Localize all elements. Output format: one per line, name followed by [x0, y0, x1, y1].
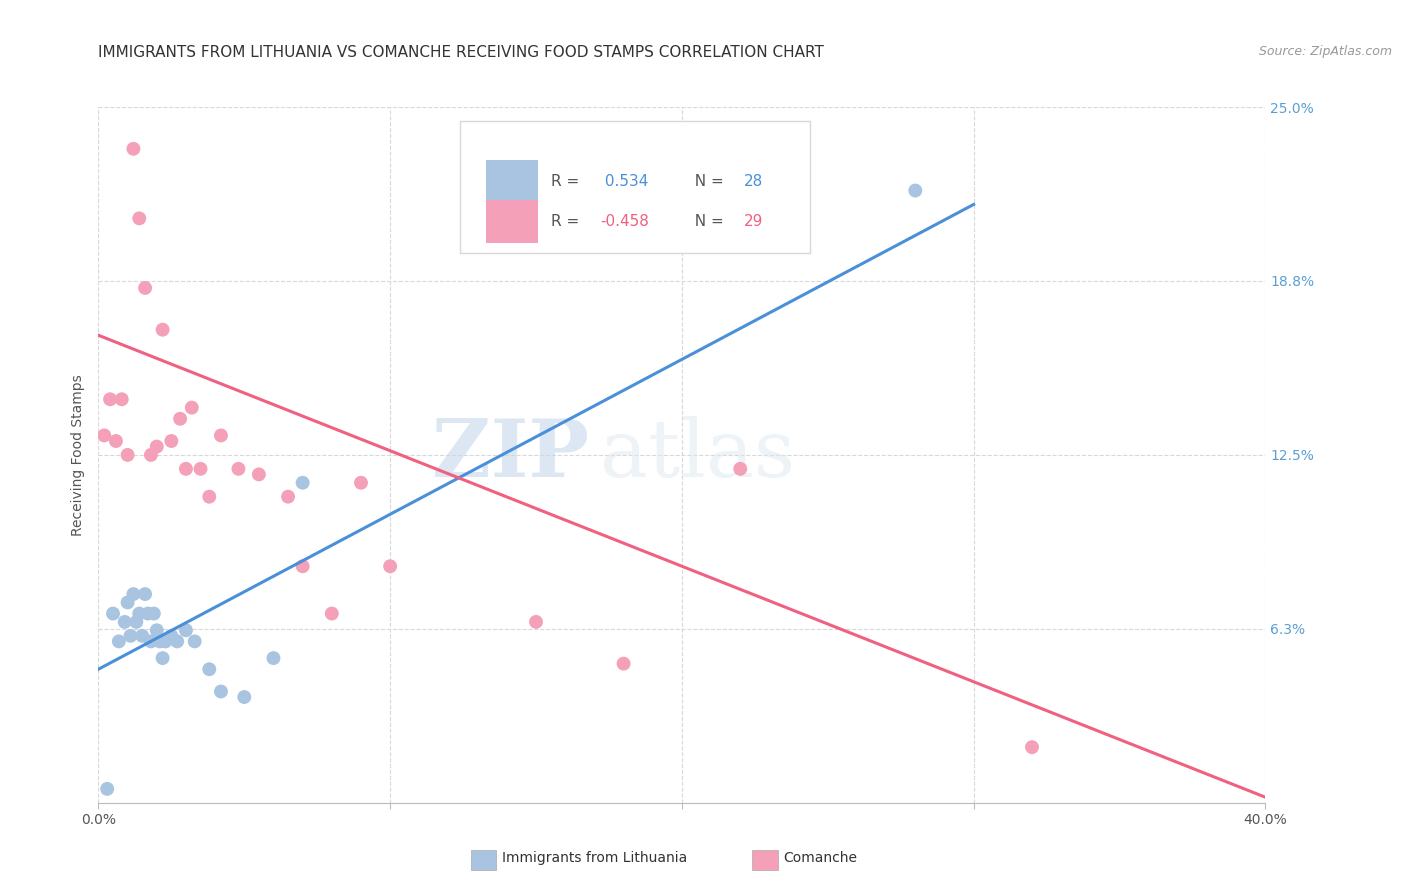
Point: [904, 184, 927, 198]
Point: [321, 607, 343, 621]
Point: [160, 434, 183, 448]
Point: [160, 629, 183, 643]
Point: [524, 615, 547, 629]
Point: [233, 690, 256, 704]
Point: [228, 462, 250, 476]
Text: 28: 28: [744, 174, 763, 189]
Point: [128, 607, 150, 621]
Point: [612, 657, 634, 671]
Point: [134, 587, 156, 601]
Text: R =: R =: [551, 174, 585, 189]
Point: [209, 428, 232, 442]
Point: [146, 440, 169, 454]
Point: [291, 475, 314, 490]
Point: [198, 662, 221, 676]
Text: IMMIGRANTS FROM LITHUANIA VS COMANCHE RECEIVING FOOD STAMPS CORRELATION CHART: IMMIGRANTS FROM LITHUANIA VS COMANCHE RE…: [98, 45, 824, 60]
Text: Immigrants from Lithuania: Immigrants from Lithuania: [502, 851, 688, 865]
Point: [277, 490, 299, 504]
Point: [108, 634, 131, 648]
Point: [101, 607, 124, 621]
Point: [122, 142, 145, 156]
Point: [146, 624, 169, 638]
Text: 29: 29: [744, 214, 763, 228]
Point: [190, 462, 212, 476]
Point: [169, 411, 191, 425]
Text: Comanche: Comanche: [783, 851, 858, 865]
Point: [93, 428, 115, 442]
Point: [125, 615, 148, 629]
Point: [96, 781, 118, 796]
Point: [174, 624, 197, 638]
Point: [122, 587, 145, 601]
Point: [139, 448, 162, 462]
Point: [380, 559, 402, 574]
Point: [1021, 740, 1043, 755]
Point: [183, 634, 205, 648]
Point: [152, 323, 174, 337]
Point: [247, 467, 270, 482]
Point: [152, 651, 174, 665]
Point: [209, 684, 232, 698]
Point: [98, 392, 121, 407]
Text: Source: ZipAtlas.com: Source: ZipAtlas.com: [1258, 45, 1392, 58]
Point: [291, 559, 314, 574]
Point: [149, 634, 172, 648]
Point: [128, 211, 150, 226]
Point: [166, 634, 188, 648]
Point: [139, 634, 162, 648]
Point: [117, 595, 139, 609]
FancyBboxPatch shape: [460, 121, 810, 253]
Point: [114, 615, 136, 629]
Point: [155, 634, 177, 648]
Point: [174, 462, 197, 476]
Point: [136, 607, 159, 621]
Point: [117, 448, 139, 462]
Text: R =: R =: [551, 214, 585, 228]
Point: [730, 462, 752, 476]
Point: [120, 629, 142, 643]
Text: 0.534: 0.534: [600, 174, 648, 189]
Point: [350, 475, 373, 490]
Point: [198, 490, 221, 504]
Text: N =: N =: [685, 174, 730, 189]
FancyBboxPatch shape: [486, 200, 538, 243]
Text: atlas: atlas: [600, 416, 796, 494]
FancyBboxPatch shape: [486, 160, 538, 203]
Point: [142, 607, 165, 621]
Point: [131, 629, 153, 643]
Point: [180, 401, 202, 415]
Point: [104, 434, 127, 448]
Text: -0.458: -0.458: [600, 214, 650, 228]
Text: ZIP: ZIP: [432, 416, 589, 494]
Y-axis label: Receiving Food Stamps: Receiving Food Stamps: [72, 374, 86, 536]
Point: [111, 392, 134, 407]
Point: [134, 281, 156, 295]
Text: N =: N =: [685, 214, 730, 228]
Point: [262, 651, 284, 665]
